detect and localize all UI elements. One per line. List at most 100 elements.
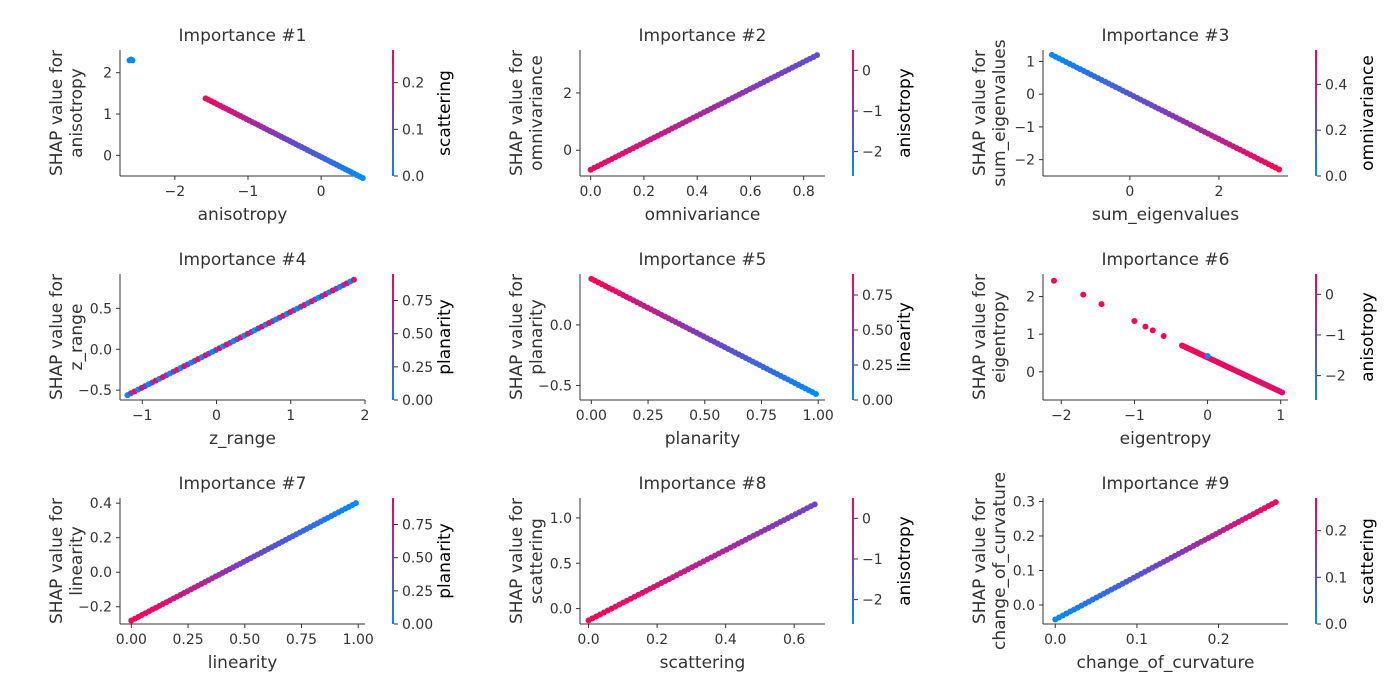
colorbar-tick-label: 0.25: [862, 358, 893, 374]
subplot-2: Importance #2 0.0 0.2 0.4 0.6 0.8 0 2 omnivarian…: [507, 26, 915, 225]
colorbar-tick-label: 0.00: [402, 617, 433, 633]
x-tick-label: 0.00: [576, 408, 607, 424]
x-tick-label: 0.6: [739, 184, 761, 200]
x-axis-label: z_range: [209, 429, 276, 449]
y-axis-label: planarity: [527, 299, 547, 375]
x-tick-label: −2: [165, 184, 186, 200]
y-tick-label: 0: [103, 148, 112, 164]
colorbar-label: anisotropy: [895, 516, 915, 606]
scatter-points: [1052, 499, 1279, 623]
y-tick-label: 0.0: [550, 318, 572, 334]
subplot-title: Importance #4: [179, 250, 307, 270]
y-tick-label: 1: [1026, 54, 1035, 70]
colorbar-tick-label: 0: [862, 511, 871, 527]
x-tick-label: 2: [1214, 184, 1223, 200]
x-tick-label: 0: [1125, 184, 1134, 200]
y-axis-label: sum_eigenvalues: [990, 39, 1010, 186]
data-point: [1050, 277, 1057, 284]
colorbar-label: planarity: [435, 299, 455, 375]
colorbar-tick-label: 0.75: [402, 294, 433, 310]
colorbar-bar: [1315, 274, 1317, 400]
y-tick-label: 0.0: [1013, 598, 1035, 614]
x-tick-label: 0.25: [172, 632, 203, 648]
x-tick-label: 1.00: [343, 632, 374, 648]
x-axis-label: omnivariance: [645, 205, 761, 225]
subplot-title: Importance #9: [1102, 474, 1230, 494]
colorbar-tick-label: −1: [1325, 328, 1346, 344]
y-axis-label: SHAP value for: [47, 50, 67, 176]
x-axis-label: eigentropy: [1120, 429, 1212, 449]
y-axis-label: SHAP value for: [970, 50, 990, 176]
data-point: [1131, 318, 1138, 325]
y-tick-label: 0: [563, 143, 572, 159]
x-tick-label: −1: [132, 408, 153, 424]
subplot-3: Importance #30 2−2−101sum_eigenvaluesSHAP…: [970, 26, 1378, 225]
y-tick-label: −0.2: [78, 600, 112, 616]
subplot-title: Importance #8: [639, 474, 767, 494]
y-tick-label: 0.5: [90, 301, 112, 317]
colorbar-label: anisotropy: [1358, 292, 1378, 382]
y-axis-label: SHAP value for: [47, 498, 67, 624]
y-tick-label: 2: [103, 66, 112, 82]
subplot-title: Importance #2: [639, 26, 767, 46]
y-axis-label: anisotropy: [67, 68, 87, 158]
colorbar: 0.0 0.1 0.2 scattering: [392, 50, 455, 185]
colorbar: −2 −1 0 anisotropy: [1315, 274, 1378, 400]
y-tick-label: 0.0: [90, 342, 112, 358]
data-point: [1160, 333, 1167, 340]
data-point: [1279, 389, 1286, 396]
x-tick-label: 0.50: [229, 632, 260, 648]
colorbar-tick-label: 0.25: [402, 584, 433, 600]
colorbar-tick-label: −2: [862, 593, 883, 609]
x-tick-label: 0.0: [577, 632, 599, 648]
colorbar-tick-label: 0.75: [402, 518, 433, 534]
x-tick-label: −1: [238, 184, 259, 200]
data-point: [1204, 352, 1211, 359]
colorbar: 0.00 0.25 0.50 0.75 planarity: [392, 274, 455, 409]
y-axis-label: SHAP value for: [507, 274, 527, 400]
data-point: [1276, 166, 1283, 173]
scatter-points: [1048, 51, 1283, 173]
colorbar-tick-label: −1: [862, 552, 883, 568]
y-axis-label: z_range: [67, 304, 87, 371]
data-point: [359, 175, 366, 182]
colorbar-bar: [392, 498, 394, 624]
colorbar-tick-label: −2: [1325, 369, 1346, 385]
subplot-title: Importance #7: [179, 474, 307, 494]
x-tick-label: 0.0: [580, 184, 602, 200]
colorbar-label: planarity: [435, 523, 455, 599]
x-tick-label: 0.25: [632, 408, 663, 424]
y-tick-label: −0.5: [78, 383, 112, 399]
y-tick-label: 0.2: [1013, 529, 1035, 545]
x-tick-label: 1: [1276, 408, 1285, 424]
x-tick-label: −1: [1124, 408, 1145, 424]
colorbar-bar: [852, 274, 854, 400]
x-tick-label: 0.00: [116, 632, 147, 648]
y-tick-label: 0: [1026, 87, 1035, 103]
x-tick-label: 0: [1203, 408, 1212, 424]
subplot-title: Importance #5: [639, 250, 767, 270]
x-tick-label: 0.2: [1207, 632, 1229, 648]
x-tick-label: 0.8: [793, 184, 815, 200]
x-tick-label: 0.0: [1044, 632, 1066, 648]
y-tick-label: 1: [1026, 327, 1035, 343]
colorbar-bar: [852, 50, 854, 176]
y-tick-label: 1.0: [550, 511, 572, 527]
x-axis-label: scattering: [660, 653, 746, 673]
colorbar-tick-label: 0.0: [1325, 617, 1347, 633]
data-point: [1149, 327, 1156, 334]
y-tick-label: 0.0: [90, 565, 112, 581]
subplot-7: Importance #70.00 0.25 0.50 0.75 1.00−0.20.0…: [47, 474, 455, 673]
data-point: [1098, 301, 1105, 308]
x-tick-label: 0.6: [783, 632, 805, 648]
scatter-points: [124, 276, 357, 399]
data-point: [1142, 323, 1149, 330]
y-axis-label: eigentropy: [990, 291, 1010, 383]
y-tick-label: 0.2: [90, 531, 112, 547]
subplot-5: Importance #50.00 0.25 0.50 0.75 1.00−0.50.0…: [507, 250, 915, 449]
data-point: [814, 52, 821, 59]
